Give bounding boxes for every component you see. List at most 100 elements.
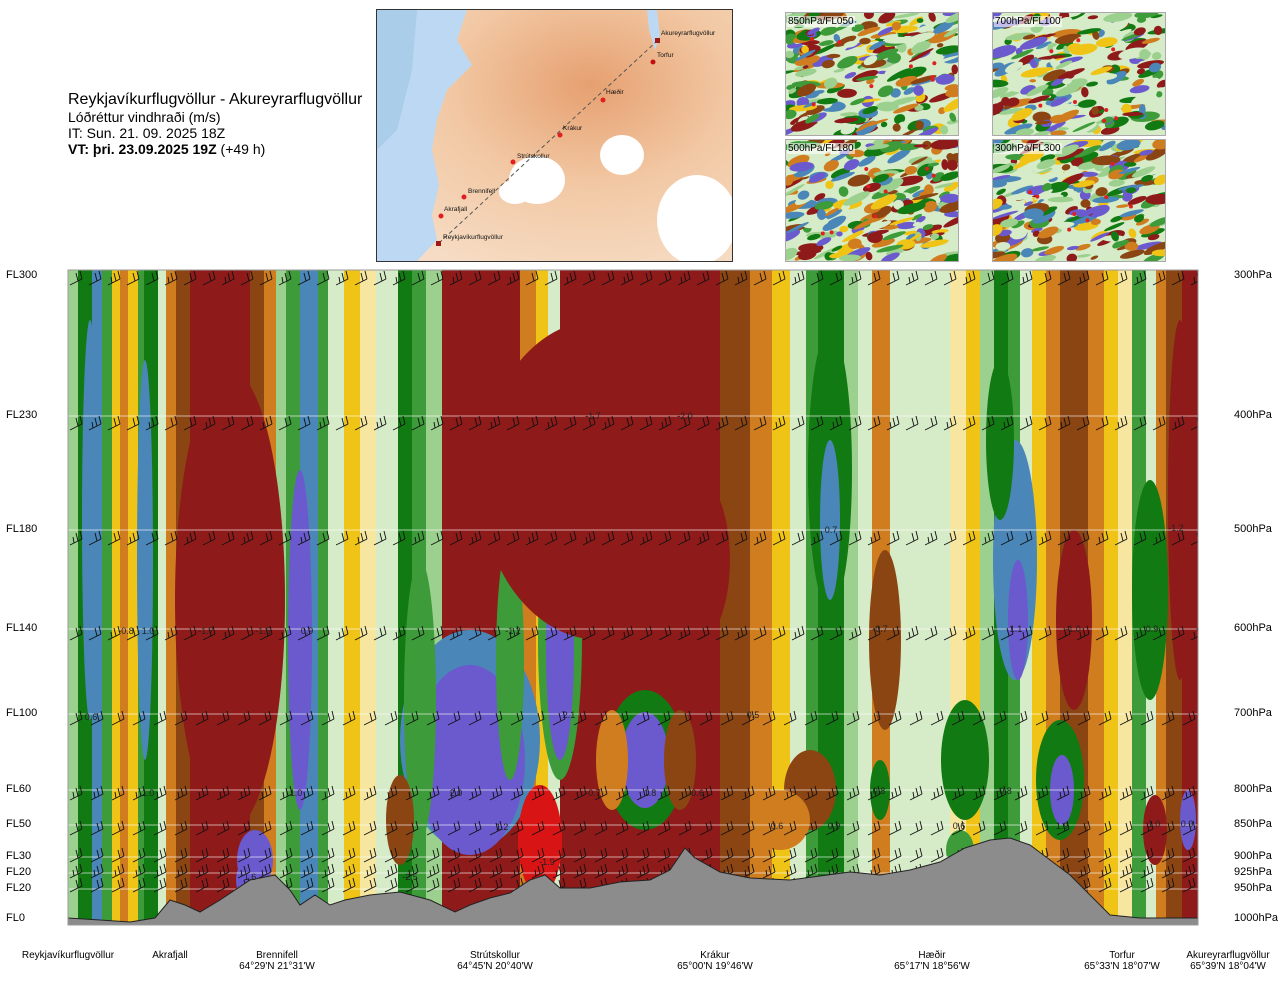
- wind-barb: [1035, 785, 1049, 801]
- wind-barb: [620, 530, 634, 546]
- wind-band: [806, 270, 819, 925]
- thumbnail-700hpa[interactable]: 700hPa/FL100: [992, 12, 1166, 136]
- wind-barb: [678, 820, 692, 836]
- wind-barb: [563, 530, 577, 546]
- wind-barb: [164, 530, 178, 546]
- wind-barb: [1171, 415, 1185, 431]
- wind-barb: [237, 710, 251, 726]
- wind-barb: [741, 863, 755, 879]
- wind-band: [1182, 270, 1198, 925]
- value-label: -0.8: [118, 626, 134, 636]
- wind-barb: [237, 847, 251, 863]
- wind-cell: [808, 330, 852, 610]
- wind-barb: [411, 530, 425, 546]
- wind-barb: [1014, 820, 1028, 836]
- wind-barb: [772, 415, 786, 431]
- wind-barb: [278, 270, 292, 286]
- wind-barb: [447, 847, 461, 863]
- wind-barb: [468, 820, 482, 836]
- wind-barb: [411, 270, 425, 286]
- wind-barb: [544, 625, 558, 641]
- map-label-akrafjall: Akrafjall: [444, 206, 468, 213]
- wind-barb: [373, 270, 387, 286]
- value-label: 2.0: [450, 788, 463, 798]
- thumbnail-300hpa[interactable]: 300hPa/FL300: [992, 139, 1166, 262]
- wind-barb: [489, 877, 503, 893]
- wind-cell: [1008, 560, 1028, 680]
- wind-barb: [1182, 820, 1196, 836]
- wind-barb: [132, 863, 146, 879]
- value-label: 1.9: [1056, 821, 1069, 831]
- wind-barb: [1056, 820, 1070, 836]
- wind-cell: [415, 665, 525, 855]
- wind-barb: [1077, 877, 1091, 893]
- wind-barb: [297, 625, 311, 641]
- map-label-strutskollur: Strútskollur: [517, 153, 550, 160]
- wind-cell: [518, 785, 562, 895]
- wind-barb: [594, 820, 608, 836]
- thumbnail-850hpa[interactable]: 850hPa/FL050: [785, 12, 959, 136]
- wind-barb: [531, 877, 545, 893]
- wind-barb: [552, 785, 566, 801]
- wind-barb: [132, 710, 146, 726]
- wind-barb: [639, 530, 653, 546]
- wind-barb: [259, 415, 273, 431]
- wind-barb: [278, 530, 292, 546]
- wind-barb: [930, 877, 944, 893]
- wind-band: [300, 270, 319, 925]
- value-label: 1.0: [142, 788, 155, 798]
- wind-barb: [867, 625, 881, 641]
- wind-barb: [715, 415, 729, 431]
- wind-barb: [1152, 530, 1166, 546]
- wind-barb: [468, 710, 482, 726]
- wind-barb: [962, 625, 976, 641]
- wind-barb: [449, 625, 463, 641]
- wind-barb: [829, 625, 843, 641]
- wind-barb: [734, 415, 748, 431]
- wind-barb: [699, 785, 713, 801]
- wind-barb: [582, 270, 596, 286]
- wind-barb: [762, 847, 776, 863]
- wind-barb: [1152, 625, 1166, 641]
- wind-barb: [804, 820, 818, 836]
- wind-barb: [278, 415, 292, 431]
- wind-barb: [924, 530, 938, 546]
- wind-barb: [195, 847, 209, 863]
- wind-band: [966, 270, 981, 925]
- wind-barb: [1152, 415, 1166, 431]
- wind-barb: [720, 710, 734, 726]
- wind-barb: [867, 863, 881, 879]
- wind-barb: [563, 270, 577, 286]
- wind-barb: [258, 785, 272, 801]
- thumbnail-500hpa[interactable]: 500hPa/FL180: [785, 139, 959, 262]
- wind-barb: [489, 785, 503, 801]
- wind-barb: [582, 530, 596, 546]
- wind-barb: [1182, 710, 1196, 726]
- plot-frame: [67, 269, 1199, 926]
- wind-barb: [1056, 863, 1070, 879]
- wind-barb: [258, 710, 272, 726]
- wind-band: [92, 270, 103, 925]
- wind-barb: [993, 785, 1007, 801]
- wind-barb: [354, 625, 368, 641]
- wind-barb: [1077, 820, 1091, 836]
- wind-cell: [1050, 755, 1074, 825]
- wind-band: [264, 270, 277, 925]
- wind-barb: [153, 710, 167, 726]
- map-label-reykjavik: Reykjavíkurflugvöllur: [443, 234, 504, 241]
- wind-barb: [111, 710, 125, 726]
- wind-barb: [221, 270, 235, 286]
- wind-barb: [1119, 710, 1133, 726]
- wind-barb: [216, 877, 230, 893]
- pressure-label: 700hPa: [1234, 707, 1272, 719]
- value-label: 0.6: [85, 712, 98, 722]
- flight-level-label: FL100: [6, 707, 38, 719]
- wind-barb: [88, 530, 102, 546]
- wind-barb: [943, 270, 957, 286]
- wind-barb: [930, 785, 944, 801]
- wind-barb: [720, 863, 734, 879]
- wind-barb: [153, 863, 167, 879]
- wind-barb: [1161, 820, 1175, 836]
- wind-band: [1132, 270, 1147, 925]
- wind-barb: [88, 415, 102, 431]
